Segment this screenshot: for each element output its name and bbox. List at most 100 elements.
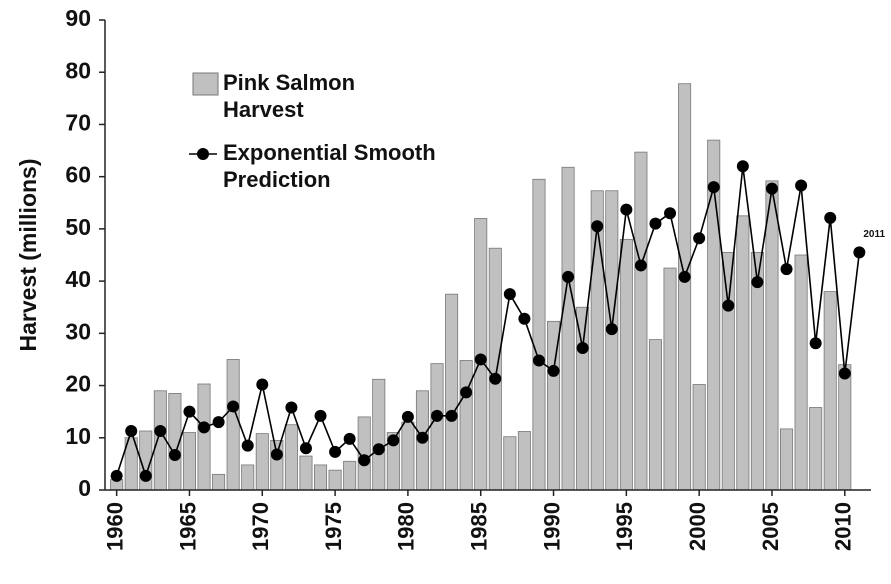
point [634, 259, 647, 272]
bar [299, 455, 313, 491]
x-tick-label: 1960 [102, 502, 127, 551]
bar [794, 254, 808, 491]
x-tick-label: 1985 [467, 502, 492, 551]
y-tick-label: 90 [65, 5, 91, 31]
legend-line-text: Harvest [223, 97, 304, 122]
point [707, 181, 720, 194]
bar [226, 359, 240, 491]
legend-swatch [192, 72, 219, 96]
bar [619, 238, 633, 491]
point [285, 401, 298, 414]
point [314, 409, 327, 422]
bar [532, 178, 546, 491]
bar [721, 251, 735, 491]
point [795, 179, 808, 192]
legend-line-text: Exponential Smooth [223, 140, 442, 165]
bar [343, 460, 357, 491]
point [372, 443, 385, 456]
point [168, 449, 181, 462]
point [678, 270, 691, 283]
x-tick-label: 1990 [539, 502, 564, 551]
line [115, 166, 861, 479]
point [722, 299, 735, 312]
legend-label: Pink Salmon Harvest [223, 70, 361, 122]
bar [488, 247, 502, 491]
point [154, 424, 167, 437]
x-tick-label: 2000 [685, 502, 710, 551]
bar [663, 267, 677, 491]
bar [692, 384, 706, 491]
point [270, 448, 283, 461]
bar [328, 469, 342, 491]
point [387, 434, 400, 447]
bar [270, 439, 284, 491]
point [751, 276, 764, 289]
point [838, 367, 851, 380]
bar [314, 464, 328, 491]
y-tick-label: 40 [65, 266, 91, 292]
point [853, 246, 866, 259]
bar [678, 83, 692, 491]
point [809, 337, 822, 350]
point [503, 288, 516, 301]
y-tick-label: 50 [65, 214, 91, 240]
point [227, 400, 240, 413]
point [212, 416, 225, 429]
point [547, 364, 560, 377]
point [329, 445, 342, 458]
legend-line-text: Prediction [223, 167, 331, 192]
bar [372, 378, 386, 491]
x-tick-label: 2010 [831, 502, 856, 551]
y-tick-label: 60 [65, 162, 91, 188]
bar [430, 363, 444, 491]
point [241, 439, 254, 452]
x-tick-label: 1995 [612, 502, 637, 551]
y-tick-label: 70 [65, 110, 91, 136]
point [649, 217, 662, 230]
bar [459, 360, 473, 491]
annotation: 2011 [863, 229, 885, 240]
bar [765, 180, 779, 491]
point [125, 424, 138, 437]
bar [605, 190, 619, 491]
bar [736, 215, 750, 491]
point [620, 203, 633, 216]
point [605, 323, 618, 336]
bar [809, 407, 823, 491]
legend-line-text: Pink Salmon [223, 70, 361, 95]
point [110, 469, 123, 482]
point [445, 409, 458, 422]
bar [153, 390, 167, 491]
y-tick-label: 30 [65, 318, 91, 344]
y-tick-label: 0 [78, 475, 91, 501]
point [431, 409, 444, 422]
point [358, 454, 371, 467]
point [824, 211, 837, 224]
legend-point [197, 148, 209, 160]
point [532, 354, 545, 367]
bar [284, 424, 298, 491]
bar [182, 432, 196, 491]
point [401, 410, 414, 423]
point [518, 312, 531, 325]
point [693, 232, 706, 245]
point [198, 421, 211, 434]
legend-label: Exponential Smooth Prediction [223, 140, 442, 192]
x-tick-label: 1965 [175, 502, 200, 551]
bar [212, 473, 226, 491]
y-axis-label: Harvest (millions) [15, 159, 41, 352]
point [460, 386, 473, 399]
bar [503, 436, 517, 491]
point [416, 431, 429, 444]
point [765, 182, 778, 195]
bar [255, 433, 269, 491]
bar [838, 364, 852, 491]
bar [590, 190, 604, 491]
bar [576, 306, 590, 491]
point [183, 405, 196, 418]
point [780, 263, 793, 276]
point [139, 469, 152, 482]
point [736, 160, 749, 173]
x-tick-label: 1975 [321, 502, 346, 551]
